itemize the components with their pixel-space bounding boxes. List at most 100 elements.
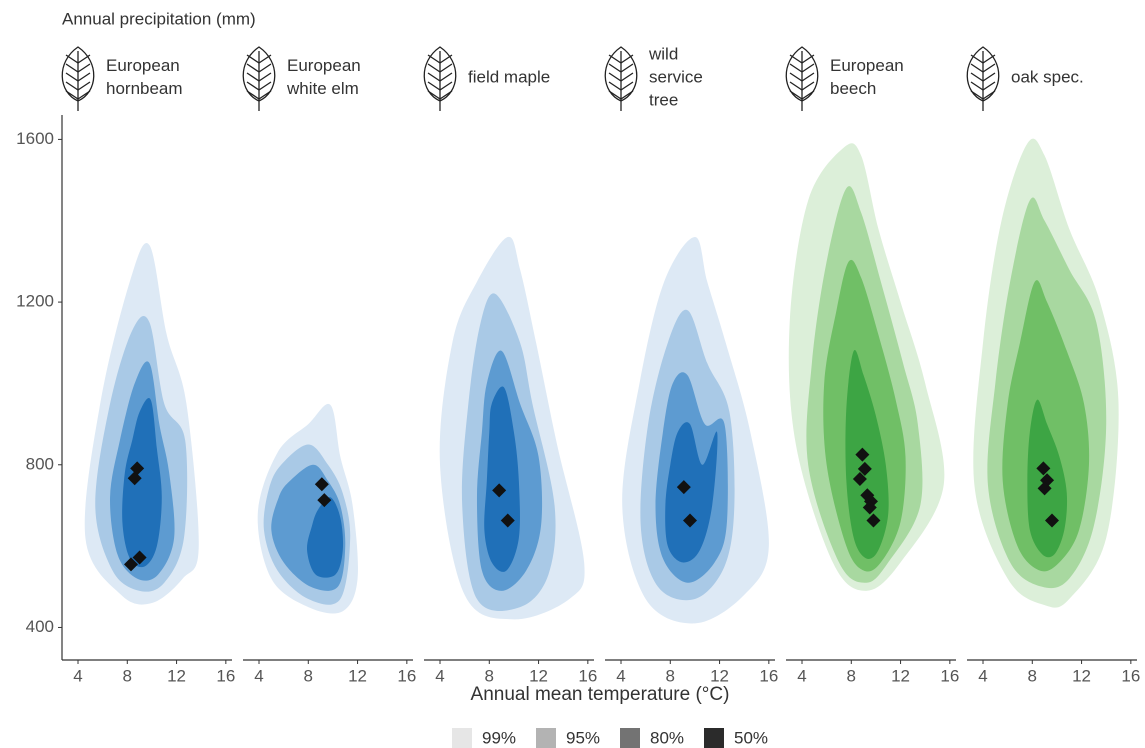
panel: wild service tree 4 8 12 16: [604, 44, 778, 685]
leaf-vein: [970, 81, 996, 91]
leaf-vein: [427, 90, 453, 100]
leaf-vein: [246, 72, 272, 82]
point: [132, 550, 147, 565]
x-tick-label: 8: [847, 666, 856, 685]
chart-title: Annual precipitation (mm): [62, 9, 256, 28]
species-label: white elm: [286, 79, 359, 98]
x-tick-label: 12: [710, 666, 729, 685]
leaf-vein: [608, 54, 634, 64]
y-tick-label: 1200: [16, 292, 54, 311]
legend-label: 95%: [566, 728, 600, 747]
leaf-vein: [427, 63, 453, 73]
species-label: oak spec.: [1011, 67, 1084, 86]
leaf-vein: [427, 81, 453, 91]
leaf-vein: [789, 63, 815, 73]
y-tick-label: 1600: [16, 129, 54, 148]
x-tick-label: 4: [616, 666, 625, 685]
leaf-vein: [608, 63, 634, 73]
legend-label: 99%: [482, 728, 516, 747]
point: [862, 500, 877, 515]
point: [1036, 461, 1051, 476]
leaf-vein: [65, 54, 91, 64]
x-tick-label: 12: [348, 666, 367, 685]
leaf-icon: [966, 46, 1000, 111]
x-tick-label: 12: [891, 666, 910, 685]
x-tick-label: 16: [940, 666, 959, 685]
species-label: European: [830, 56, 904, 75]
density-contour: [665, 422, 718, 563]
leaf-vein: [789, 90, 815, 100]
density-contour: [484, 386, 520, 572]
legend-swatch: [620, 728, 640, 748]
x-tick-label: 8: [304, 666, 313, 685]
point: [130, 461, 145, 476]
x-tick-label: 8: [1028, 666, 1037, 685]
leaf-icon: [242, 46, 276, 111]
x-tick-label: 16: [759, 666, 778, 685]
panel: European white elm 4 8 12 16: [242, 46, 416, 685]
legend-label: 80%: [650, 728, 684, 747]
point: [500, 513, 515, 528]
point: [857, 461, 872, 476]
y-tick-label: 400: [26, 617, 54, 636]
leaf-vein: [427, 54, 453, 64]
panel: field maple 4 8 12 16: [423, 46, 597, 685]
point: [676, 480, 691, 495]
point: [866, 513, 881, 528]
leaf-vein: [246, 54, 272, 64]
leaf-vein: [608, 72, 634, 82]
x-tick-label: 4: [435, 666, 444, 685]
species-label: field maple: [468, 67, 550, 86]
leaf-vein: [970, 63, 996, 73]
x-tick-label: 8: [666, 666, 675, 685]
point: [314, 477, 329, 492]
legend-swatch: [536, 728, 556, 748]
x-axis-label: Annual mean temperature (°C): [471, 684, 730, 705]
species-label: service: [649, 67, 703, 86]
leaf-icon: [785, 46, 819, 111]
x-tick-label: 16: [578, 666, 597, 685]
leaf-vein: [970, 72, 996, 82]
density-contour: [122, 397, 162, 568]
point: [683, 513, 697, 528]
x-tick-label: 16: [1121, 666, 1140, 685]
point: [123, 557, 138, 572]
leaf-vein: [608, 81, 634, 91]
species-label: European: [287, 56, 361, 75]
point: [492, 483, 507, 498]
point: [855, 447, 870, 462]
leaf-icon: [423, 46, 457, 111]
x-tick-label: 12: [167, 666, 186, 685]
y-tick-label: 800: [26, 454, 54, 473]
leaf-vein: [65, 81, 91, 91]
x-tick-label: 4: [254, 666, 263, 685]
leaf-icon: [604, 46, 638, 111]
x-tick-label: 4: [978, 666, 987, 685]
leaf-vein: [65, 63, 91, 73]
x-tick-label: 4: [797, 666, 806, 685]
x-tick-label: 12: [529, 666, 548, 685]
point: [1045, 513, 1059, 528]
x-tick-label: 16: [216, 666, 235, 685]
leaf-vein: [246, 90, 272, 100]
species-label: beech: [830, 79, 876, 98]
species-label: tree: [649, 90, 678, 109]
density-contour: [306, 497, 344, 578]
species-label: hornbeam: [106, 79, 183, 98]
point: [127, 471, 142, 486]
panel: oak spec. 4 8 12 16: [966, 46, 1140, 685]
point: [317, 493, 332, 508]
leaf-vein: [970, 90, 996, 100]
leaf-vein: [789, 72, 815, 82]
leaf-vein: [65, 72, 91, 82]
x-tick-label: 4: [73, 666, 82, 685]
point: [852, 472, 867, 487]
species-label: wild: [648, 44, 678, 63]
leaf-vein: [970, 54, 996, 64]
leaf-vein: [246, 63, 272, 73]
leaf-vein: [789, 54, 815, 64]
leaf-vein: [246, 81, 272, 91]
species-label: European: [106, 56, 180, 75]
